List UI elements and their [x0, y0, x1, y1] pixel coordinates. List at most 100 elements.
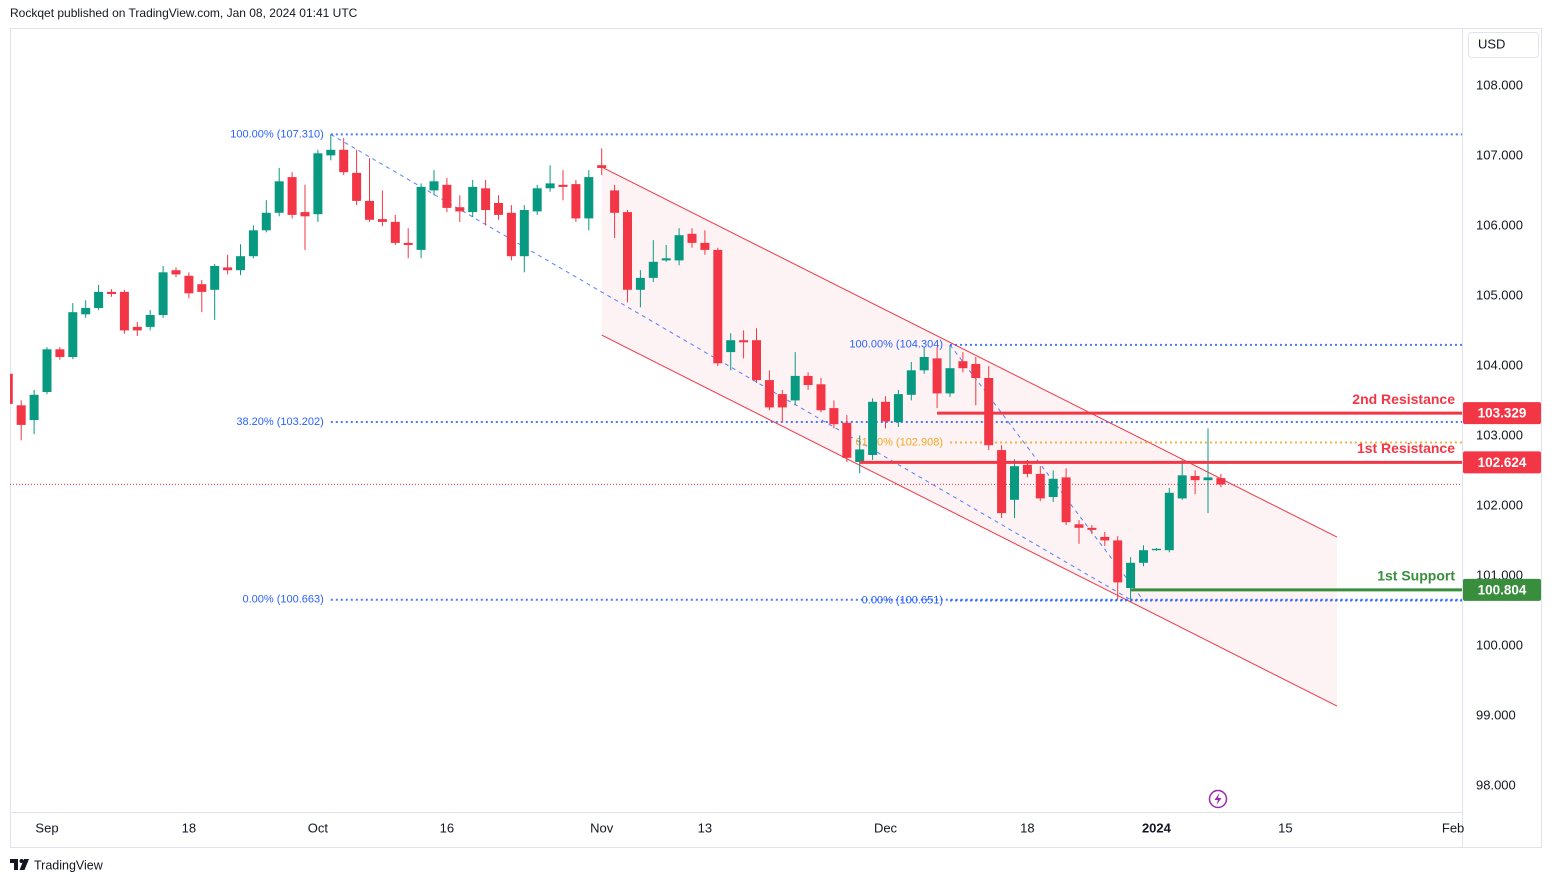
candle-body — [661, 258, 671, 261]
x-tick-label: 2024 — [1142, 820, 1172, 835]
candle-body — [274, 181, 284, 213]
y-tick-label: 101.000 — [1476, 568, 1523, 583]
candle-body — [713, 249, 723, 364]
candle-body — [687, 233, 697, 243]
candle-body — [764, 380, 774, 408]
fib-label: 61.80% (102.908) — [856, 436, 943, 448]
y-tick-label: 100.000 — [1476, 638, 1523, 653]
y-tick-label: 102.000 — [1476, 498, 1523, 513]
candle-body — [997, 450, 1007, 514]
candle-body — [468, 186, 478, 213]
y-tick-label: 108.000 — [1476, 78, 1523, 93]
fib-label: 0.00% (100.651) — [862, 594, 943, 606]
candle-body — [132, 326, 142, 331]
candle-body — [403, 242, 413, 245]
y-tick-label: 103.000 — [1476, 428, 1523, 443]
price-badge — [1463, 402, 1541, 425]
candle-body — [1151, 548, 1161, 551]
x-tick-label: 18 — [1020, 820, 1034, 835]
candle-body — [184, 275, 194, 294]
fib-label: 100.00% (107.310) — [230, 128, 324, 140]
candle-body — [416, 186, 426, 250]
brand: TradingView — [34, 858, 104, 872]
candle-body — [1100, 536, 1110, 541]
candle-body — [261, 212, 271, 231]
currency-box[interactable] — [1468, 32, 1539, 58]
fib-trend — [330, 133, 1131, 601]
candle-body — [571, 184, 581, 219]
candle-body — [1010, 466, 1019, 500]
candle-body — [558, 184, 568, 187]
candle-body — [326, 149, 336, 156]
candle-body — [932, 358, 942, 394]
price-badge-label: 103.329 — [1478, 406, 1527, 421]
candle-body — [906, 370, 916, 395]
currency: USD — [1478, 36, 1505, 51]
candle-body — [390, 221, 400, 243]
candle-body — [1190, 476, 1200, 481]
candle-body — [1035, 473, 1045, 499]
brand-logo — [10, 859, 29, 870]
candle-body — [68, 312, 78, 357]
candle-body — [1048, 478, 1058, 497]
candle-body — [584, 177, 594, 219]
fib-trend — [949, 344, 1144, 601]
candle-body — [339, 149, 349, 173]
candle-body — [1164, 492, 1174, 551]
candle-body — [365, 200, 374, 220]
candle-body — [1113, 540, 1123, 583]
x-tick-label: Oct — [308, 820, 329, 835]
channel-lower — [601, 334, 1338, 707]
channel-fill — [601, 167, 1337, 707]
candle-body — [352, 172, 362, 201]
candle-body — [674, 235, 684, 261]
y-tick-label: 106.000 — [1476, 218, 1523, 233]
price-badge — [1463, 451, 1541, 474]
plot: 100.00% (107.310) 38.20% (103.202) 0.00% (… — [10, 128, 1462, 707]
level-name: 1st Support — [1377, 568, 1455, 584]
candle-body — [119, 291, 129, 331]
candle-body — [1061, 477, 1071, 523]
x-tick-label: Nov — [590, 820, 614, 835]
candle-body — [739, 340, 749, 343]
channel-upper — [601, 166, 1338, 538]
candle-body — [597, 165, 607, 168]
y-tick-label: 99.000 — [1476, 708, 1516, 723]
candle-body — [287, 177, 297, 215]
candle-body — [803, 375, 813, 385]
fib-label: 100.00% (104.304) — [849, 339, 943, 351]
candle-body — [442, 184, 452, 208]
level-name: 2nd Resistance — [1352, 391, 1455, 407]
candle-body — [777, 394, 787, 408]
candle-body — [210, 266, 220, 290]
y-tick-label: 105.000 — [1476, 288, 1523, 303]
candle-body — [236, 256, 245, 271]
candle-body — [313, 153, 323, 215]
candle-body — [1022, 464, 1032, 474]
candle-body — [145, 315, 155, 327]
frame — [10, 28, 1542, 848]
candle-body — [1074, 524, 1084, 528]
x-tick-label: Sep — [35, 820, 58, 835]
x-tick-label: 15 — [1278, 820, 1292, 835]
candle-body — [816, 384, 826, 411]
candle-body — [648, 261, 658, 278]
candle-body — [1087, 527, 1097, 530]
x-tick-label: 16 — [440, 820, 454, 835]
alert-icon[interactable] — [1208, 789, 1228, 809]
candle-body — [868, 401, 878, 455]
candle-body — [545, 183, 555, 189]
y-tick-label: 107.000 — [1476, 148, 1523, 163]
level-name: 1st Resistance — [1357, 440, 1455, 456]
x-tick-label: Dec — [874, 820, 898, 835]
x-tick-label: 18 — [182, 820, 196, 835]
price-badge-label: 100.804 — [1478, 582, 1527, 597]
candle-body — [481, 188, 491, 210]
candle-body — [55, 349, 65, 357]
candle-body — [881, 401, 890, 422]
candle-body — [610, 190, 620, 213]
candle-body — [842, 422, 852, 458]
y-tick-label: 104.000 — [1476, 358, 1523, 373]
